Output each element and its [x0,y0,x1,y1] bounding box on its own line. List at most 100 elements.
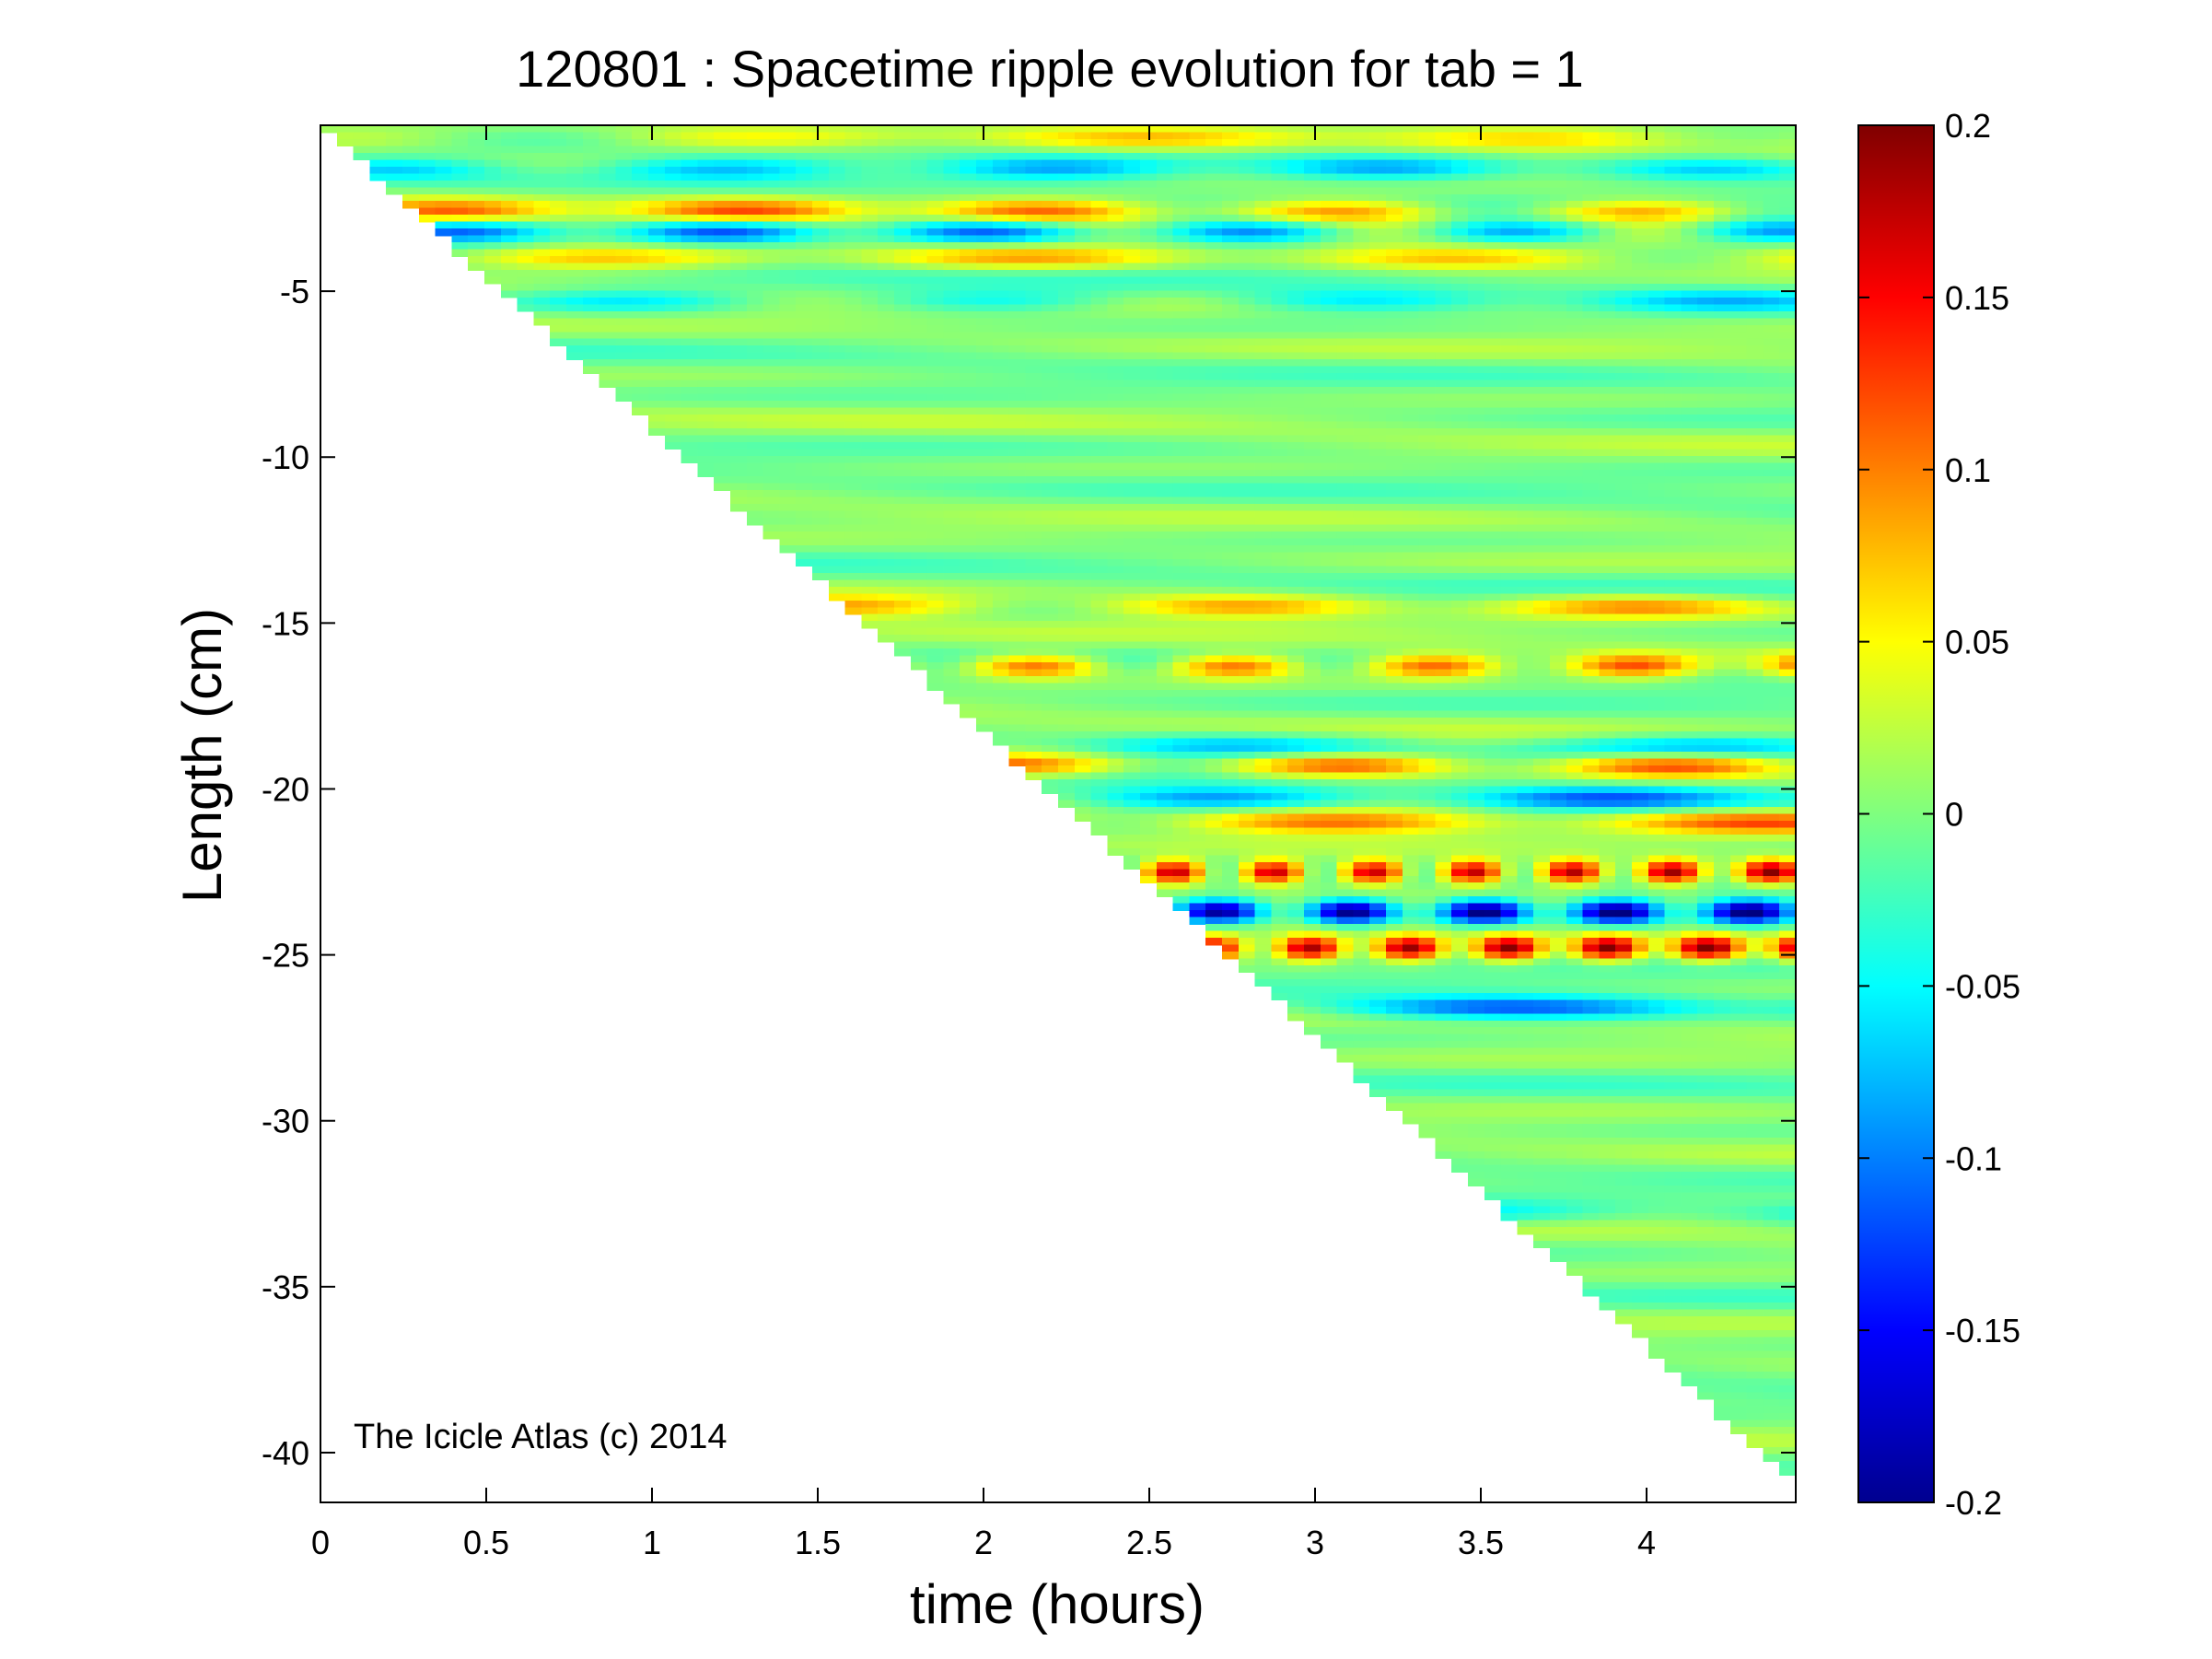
heatmap-cell [1238,345,1256,354]
heatmap-cell [1254,510,1273,519]
heatmap-cell [1205,930,1223,939]
heatmap-cell [779,421,797,429]
heatmap-cell [844,207,863,216]
heatmap-cell [1353,304,1370,312]
heatmap-cell [1418,724,1437,732]
heatmap-cell [812,159,830,168]
heatmap-cell [844,146,863,154]
heatmap-cell [992,345,1010,354]
heatmap-cell [1238,958,1256,966]
heatmap-cell [1189,256,1206,264]
heatmap-cell [1353,861,1370,870]
heatmap-cell [1222,910,1240,918]
heatmap-cell [1140,256,1158,264]
heatmap-cell [1238,910,1256,918]
heatmap-cell [763,324,781,333]
heatmap-cell [992,462,1010,471]
heatmap-cell [1172,683,1191,691]
heatmap-cell [697,249,715,257]
heatmap-cell [1320,752,1338,760]
heatmap-cell [1090,310,1109,320]
heatmap-cell [926,538,945,546]
heatmap-cell [353,152,371,161]
heatmap-cell [1386,717,1403,726]
heatmap-cell [779,235,797,243]
heatmap-cell [1320,393,1338,402]
heatmap-cell [1123,380,1141,388]
heatmap-cell [1418,455,1437,464]
heatmap-cell [1271,938,1288,946]
heatmap-cell [632,242,649,251]
heatmap-cell [1287,910,1305,918]
heatmap-cell [484,138,502,147]
heatmap-cell [1058,627,1076,636]
heatmap-cell [648,256,666,264]
heatmap-cell [1205,373,1223,381]
heatmap-cell [1304,607,1321,615]
heatmap-cell [1172,373,1191,381]
heatmap-cell [1090,221,1109,229]
heatmap-cell [1172,538,1191,546]
heatmap-cell [1369,972,1387,980]
heatmap-cell [796,387,813,395]
heatmap-cell [451,146,469,154]
heatmap-cell [599,173,617,181]
heatmap-cell [992,421,1010,429]
heatmap-cell [1320,964,1338,974]
heatmap-cell [1386,1075,1403,1083]
heatmap-cell [812,393,830,402]
heatmap-cell [1189,276,1206,285]
heatmap-cell [1205,518,1223,526]
heatmap-cell [1418,696,1437,705]
heatmap-cell [1189,318,1206,326]
heatmap-cell [1107,558,1124,567]
heatmap-cell [1336,841,1355,849]
heatmap-cell [943,613,960,622]
heatmap-cell [1189,159,1206,168]
heatmap-cell [1123,765,1141,774]
heatmap-cell [910,558,928,567]
heatmap-cell [1386,800,1403,808]
heatmap-cell [1353,952,1370,960]
heatmap-cell [1156,270,1174,278]
heatmap-cell [664,421,682,429]
heatmap-cell [926,297,945,306]
heatmap-cell [943,441,960,450]
heatmap-cell [1287,228,1305,237]
heatmap-cell [1156,882,1174,891]
heatmap-cell [943,324,960,333]
heatmap-cell [910,242,928,251]
heatmap-cell [550,187,567,195]
heatmap-cell [960,193,977,203]
heatmap-cell [1042,586,1059,595]
heatmap-cell [1353,256,1370,264]
heatmap-cell [1369,841,1387,849]
heatmap-cell [878,607,895,615]
heatmap-cell [746,510,764,519]
heatmap-cell [943,366,960,374]
heatmap-cell [926,510,945,519]
heatmap-cell [1369,1082,1387,1091]
heatmap-cell [599,180,617,189]
heatmap-cell [484,276,502,285]
heatmap-cell [1025,332,1042,340]
heatmap-cell [1090,207,1109,216]
heatmap-cell [763,297,781,306]
heatmap-cell [894,263,912,271]
heatmap-cell [763,201,781,209]
heatmap-cell [1107,730,1124,740]
heatmap-cell [1418,669,1437,677]
heatmap-cell [828,414,846,423]
heatmap-cell [976,483,994,491]
heatmap-cell [1107,242,1124,251]
heatmap-cell [1008,345,1027,354]
heatmap-cell [992,621,1010,629]
heatmap-cell [992,324,1010,333]
heatmap-cell [861,338,879,346]
heatmap-cell [1189,483,1206,491]
heatmap-cell [1418,345,1437,354]
heatmap-cell [517,290,535,298]
heatmap-cell [976,193,994,203]
heatmap-cell [1287,490,1305,498]
heatmap-cell [1074,138,1092,147]
